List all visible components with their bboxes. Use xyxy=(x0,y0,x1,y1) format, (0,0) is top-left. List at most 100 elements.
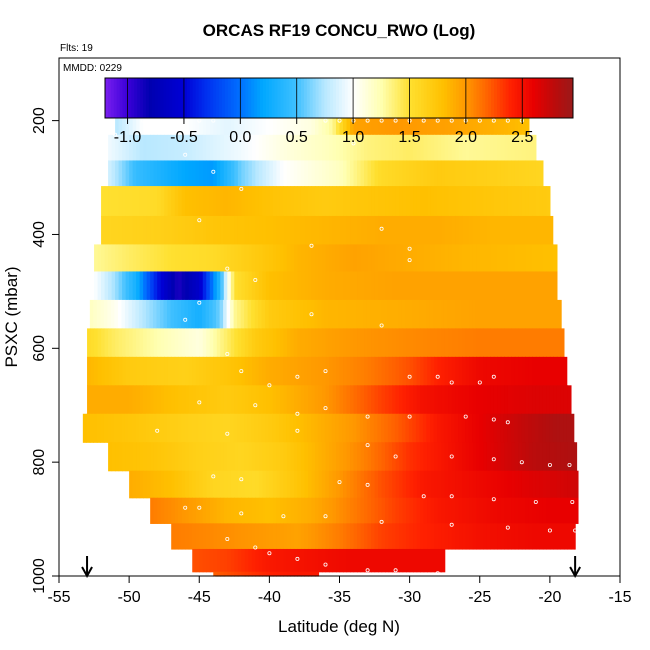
heatmap-cell xyxy=(371,134,376,162)
heatmap-cell xyxy=(420,442,425,472)
heatmap-cell xyxy=(195,186,200,217)
heatmap-cell xyxy=(448,160,453,187)
heatmap-cell xyxy=(117,413,123,443)
heatmap-cell xyxy=(159,299,165,329)
colorbar-segment xyxy=(532,78,536,118)
heatmap-cell xyxy=(89,299,94,329)
down-arrow-icon xyxy=(81,556,93,579)
colorbar-segment xyxy=(280,78,284,118)
heatmap-cell xyxy=(297,523,302,550)
heatmap-cell xyxy=(462,186,467,217)
sample-point xyxy=(183,505,188,510)
sample-point xyxy=(197,218,202,223)
heatmap-cell xyxy=(293,244,299,273)
heatmap-cell xyxy=(157,106,162,136)
heatmap-cell xyxy=(150,160,155,187)
heatmap-cell xyxy=(423,548,428,573)
heatmap-cell xyxy=(469,186,474,217)
heatmap-cell xyxy=(335,271,341,301)
heatmap-cell xyxy=(406,215,411,246)
heatmap-cell xyxy=(265,271,270,301)
heatmap-cell xyxy=(244,160,249,187)
heatmap-cell xyxy=(118,244,123,273)
colorbar-segment xyxy=(157,78,162,118)
heatmap-cell xyxy=(486,106,491,136)
heatmap-cell xyxy=(181,413,186,443)
heatmap-cell xyxy=(276,523,281,550)
heatmap-cell xyxy=(392,160,397,187)
heatmap-cell xyxy=(132,271,137,301)
heatmap-cell xyxy=(332,328,337,358)
colorbar-tick-label: 1.0 xyxy=(342,129,364,146)
heatmap-cell xyxy=(192,385,197,415)
heatmap-cell xyxy=(248,186,253,217)
heatmap-cell xyxy=(286,497,292,524)
heatmap-cell xyxy=(164,271,169,301)
heatmap-cell xyxy=(441,356,446,386)
heatmap-cell xyxy=(539,442,544,472)
heatmap-cell xyxy=(437,134,442,162)
heatmap-cell xyxy=(122,328,127,358)
heatmap-cell xyxy=(371,523,376,550)
heatmap-cell xyxy=(244,328,249,358)
heatmap-cell xyxy=(570,413,575,443)
heatmap-cell xyxy=(171,442,176,472)
heatmap-cell xyxy=(546,470,551,499)
colorbar-tick-label: 1.5 xyxy=(398,129,420,146)
heatmap-cell xyxy=(416,328,421,358)
heatmap-cell xyxy=(234,497,239,524)
heatmap-cell xyxy=(367,106,372,136)
heatmap-cell xyxy=(448,385,453,415)
heatmap-cell xyxy=(371,106,376,136)
heatmap-cell xyxy=(283,186,288,217)
heatmap-cell xyxy=(269,497,274,524)
heatmap-cell xyxy=(413,328,418,358)
heatmap-cell xyxy=(350,470,355,499)
heatmap-cell xyxy=(206,134,211,162)
heatmap-cell xyxy=(307,299,312,329)
heatmap-cell xyxy=(205,299,210,329)
heatmap-cell xyxy=(511,215,516,246)
heatmap-cell xyxy=(465,385,470,415)
heatmap-cell xyxy=(402,548,407,573)
heatmap-cell xyxy=(188,497,193,524)
heatmap-cell xyxy=(427,271,432,301)
heatmap-cell xyxy=(430,385,435,415)
heatmap-cell xyxy=(108,215,113,246)
heatmap-cell xyxy=(434,548,439,573)
heatmap-cell xyxy=(469,523,474,550)
heatmap-cell xyxy=(346,523,351,550)
colorbar-segment xyxy=(529,78,533,118)
heatmap-cell xyxy=(307,523,313,550)
heatmap-cell xyxy=(392,470,397,499)
heatmap-cell xyxy=(115,356,120,386)
colorbar-segment xyxy=(107,78,112,118)
colorbar-segment xyxy=(219,78,223,118)
heatmap-cell xyxy=(458,523,463,550)
heatmap-cell xyxy=(307,106,313,136)
heatmap-cell xyxy=(160,328,165,358)
heatmap-cell xyxy=(293,497,299,524)
heatmap-cell xyxy=(367,548,372,573)
heatmap-cell xyxy=(129,244,134,273)
heatmap-cell xyxy=(107,299,112,329)
heatmap-cell xyxy=(542,497,547,524)
heatmap-cell xyxy=(255,186,260,217)
heatmap-cell xyxy=(490,442,495,472)
heatmap-cell xyxy=(227,186,232,217)
heatmap-cell xyxy=(206,442,211,472)
heatmap-cell xyxy=(212,413,217,443)
heatmap-cell xyxy=(360,328,365,358)
heatmap-cell xyxy=(279,215,284,246)
heatmap-cell xyxy=(206,215,211,246)
heatmap-cell xyxy=(476,244,481,273)
heatmap-cell xyxy=(100,413,105,443)
sample-point xyxy=(421,494,426,499)
heatmap-cell xyxy=(111,160,116,187)
colorbar-segment xyxy=(379,78,384,118)
heatmap-cell xyxy=(374,271,379,301)
heatmap-cell xyxy=(332,497,337,524)
heatmap-cell xyxy=(216,160,221,187)
heatmap-cell xyxy=(497,186,502,217)
heatmap-cell xyxy=(465,523,470,550)
